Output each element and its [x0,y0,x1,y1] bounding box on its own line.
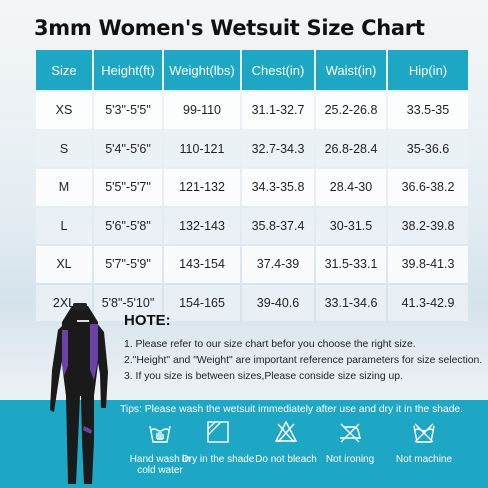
table-cell: 33.5-35 [388,92,468,129]
care-item-no-ironing: Not ironing [310,420,390,465]
care-label: Not machine [395,454,453,465]
notes-title: HOTE: [124,312,171,329]
table-row: XS 5'3"-5'5" 99-110 31.1-32.7 25.2-26.8 … [36,92,468,129]
table-cell: S [36,130,92,167]
care-item-no-machine: Not machine [384,420,464,465]
table-cell: 5'8"-5'10" [94,284,162,321]
care-item-hand-wash: Hand wash in cold water [120,420,200,476]
table-cell: 26.8-28.4 [316,130,386,167]
table-cell: 39.8-41.3 [388,246,468,283]
care-label: Dry in the shade [181,454,255,465]
table-cell: 5'6"-5'8" [94,207,162,244]
table-cell: 5'7"-5'9" [94,246,162,283]
table-cell: 132-143 [164,207,240,244]
table-row: 2XL 5'8"-5'10" 154-165 39-40.6 33.1-34.6… [36,284,468,321]
table-row: S 5'4"-5'6" 110-121 32.7-34.3 26.8-28.4 … [36,130,468,167]
table-row: M 5'5"-5'7" 121-132 34.3-35.8 28.4-30 36… [36,169,468,206]
table-cell: 143-154 [164,246,240,283]
table-cell: 38.2-39.8 [388,207,468,244]
page-title: 3mm Women's Wetsuit Size Chart [34,16,425,40]
table-cell: 110-121 [164,130,240,167]
care-item-dry-shade: Dry in the shade [178,420,258,465]
header-size: Size [36,50,92,90]
table-cell: M [36,169,92,206]
table-cell: 2XL [36,284,92,321]
table-cell: 41.3-42.9 [388,284,468,321]
care-label: Do not bleach [255,454,317,465]
note-line: 3. If you size is between sizes,Please c… [124,371,403,382]
table-cell: 5'5"-5'7" [94,169,162,206]
size-chart-table: Size Height(ft) Weight(lbs) Chest(in) Wa… [34,48,470,323]
table-cell: 31.1-32.7 [242,92,314,129]
table-cell: 30-31.5 [316,207,386,244]
table-cell: L [36,207,92,244]
care-item-no-bleach: Do not bleach [246,420,326,465]
table-cell: 25.2-26.8 [316,92,386,129]
wetsuit-image [50,303,108,484]
no-bleach-icon [274,420,298,443]
table-row: XL 5'7"-5'9" 143-154 37.4-39 31.5-33.1 3… [36,246,468,283]
table-cell: 5'4"-5'6" [94,130,162,167]
dry-in-shade-icon [207,421,229,443]
hand-wash-icon [149,425,171,443]
table-cell: 37.4-39 [242,246,314,283]
table-cell: 35-36.6 [388,130,468,167]
table-cell: 154-165 [164,284,240,321]
no-ironing-icon [340,423,361,443]
header-height: Height(ft) [94,50,162,90]
note-line: 1. Please refer to our size chart befor … [124,339,416,350]
header-weight: Weight(lbs) [164,50,240,90]
care-label: Not ironing [325,454,375,465]
care-label: Hand wash in cold water [129,454,191,476]
care-instructions-band [0,400,488,488]
table-cell: 32.7-34.3 [242,130,314,167]
table-cell: 33.1-34.6 [316,284,386,321]
table-cell: 99-110 [164,92,240,129]
table-cell: 39-40.6 [242,284,314,321]
table-cell: 31.5-33.1 [316,246,386,283]
care-tips-text: Tips: Please wash the wetsuit immediatel… [120,404,464,415]
table-cell: 5'3"-5'5" [94,92,162,129]
header-chest: Chest(in) [242,50,314,90]
table-cell: XS [36,92,92,129]
table-cell: XL [36,246,92,283]
table-cell: 36.6-38.2 [388,169,468,206]
table-cell: 34.3-35.8 [242,169,314,206]
no-machine-wash-icon [413,423,435,443]
note-line: 2."Height" and "Weight" are important re… [124,355,483,366]
notes-section: HOTE: 1. Please refer to our size chart … [124,312,484,385]
header-waist: Waist(in) [316,50,386,90]
table-cell: 35.8-37.4 [242,207,314,244]
header-hip: Hip(in) [388,50,468,90]
table-row: L 5'6"-5'8" 132-143 35.8-37.4 30-31.5 38… [36,207,468,244]
table-cell: 121-132 [164,169,240,206]
table-cell: 28.4-30 [316,169,386,206]
table-header-row: Size Height(ft) Weight(lbs) Chest(in) Wa… [36,50,468,90]
